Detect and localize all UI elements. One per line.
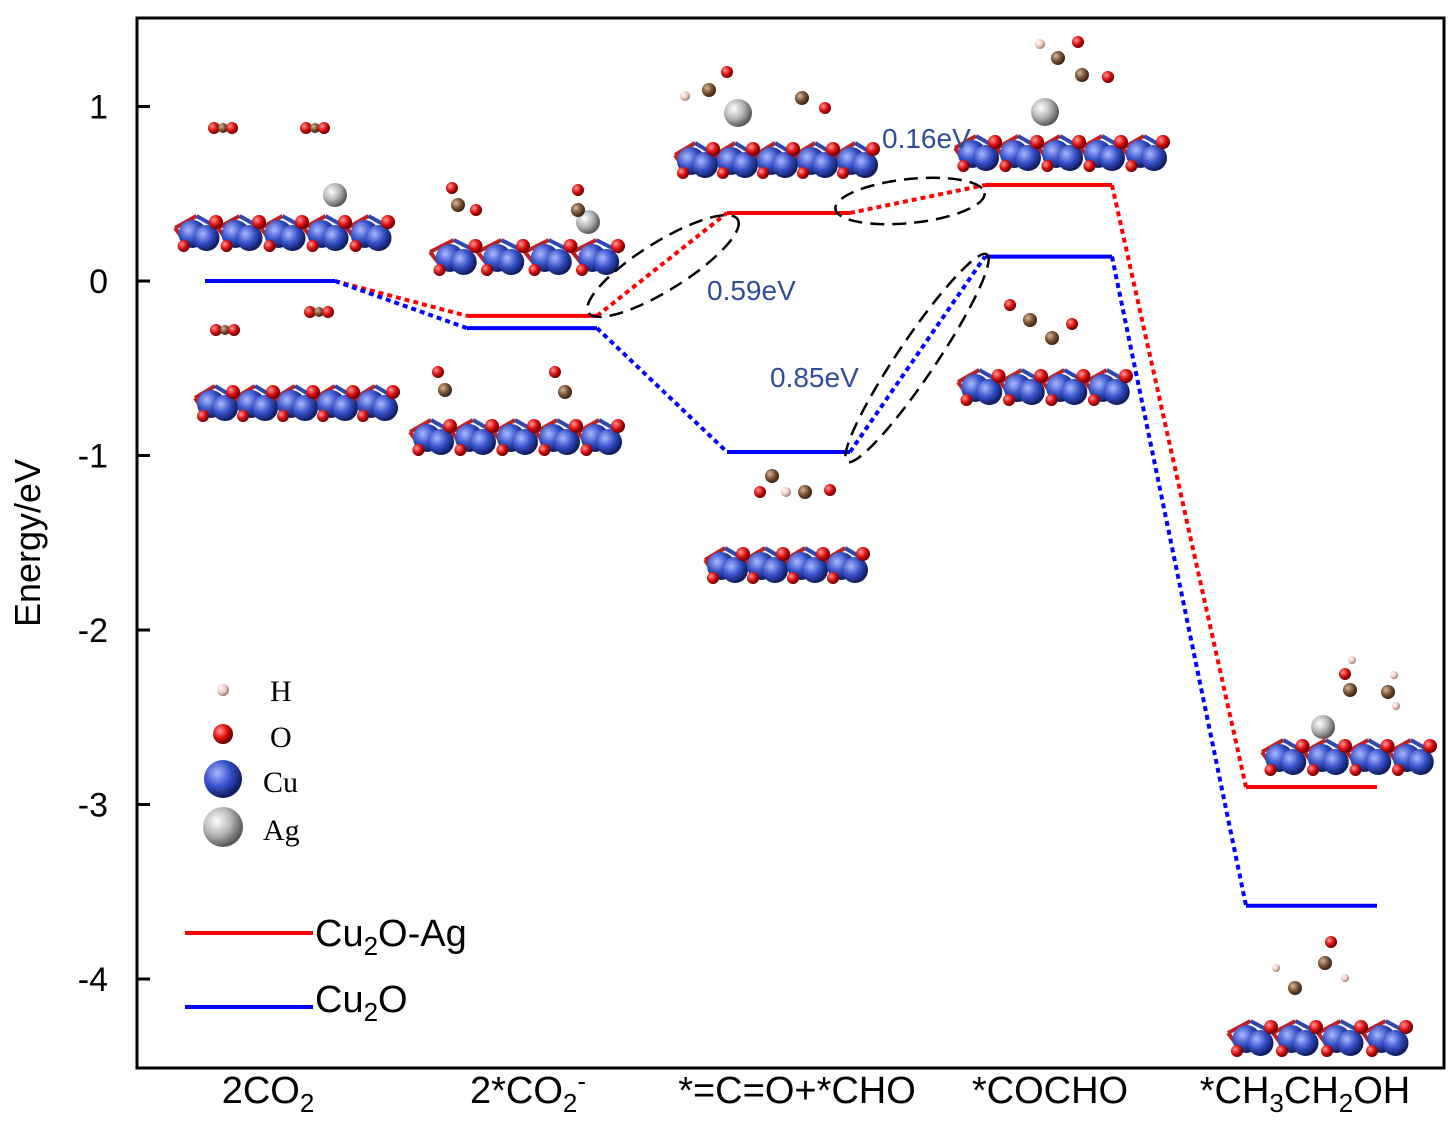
legend-label-cu2o-ag: Cu2O-Ag <box>315 913 467 961</box>
atom-legend-o-label: O <box>270 721 292 754</box>
structure-cocho-ag <box>953 36 1170 172</box>
y-axis-ticks: 1 0 -1 -2 -3 -4 <box>78 89 150 999</box>
y-tick-label: 1 <box>89 89 108 127</box>
structure-2co2minus-cu2o <box>408 366 625 456</box>
atom-legend-ag-icon <box>203 807 243 847</box>
barrier-label-3: 0.16eV <box>882 123 971 154</box>
energy-connector <box>334 279 468 330</box>
atom-legend-ag-label: Ag <box>263 814 300 847</box>
series-layer <box>205 183 1377 908</box>
molecular-structures <box>173 36 1437 1057</box>
x-category-label: *CH3CH2OH <box>1200 1070 1411 1118</box>
legend-label-cu2o: Cu2O <box>315 979 408 1027</box>
energy-connector <box>848 255 987 454</box>
y-tick-label: -3 <box>78 787 108 825</box>
ellipse-step-2-3 <box>586 213 740 319</box>
y-tick-label: -1 <box>78 438 108 476</box>
structure-co-cho-cu2o <box>703 469 870 584</box>
y-tick-label: 0 <box>89 263 108 301</box>
barrier-label-2: 0.85eV <box>770 362 859 393</box>
y-tick-label: -2 <box>78 612 108 650</box>
structure-2co2-ag <box>173 122 395 252</box>
atom-legend-h-label: H <box>270 675 292 708</box>
plot-frame <box>135 16 1446 1070</box>
structure-ethanol-ag <box>1260 656 1437 776</box>
x-category-label: *COCHO <box>972 1070 1128 1112</box>
series-legend: Cu2O-Ag Cu2O <box>185 913 467 1027</box>
atom-legend-cu-icon <box>204 760 242 798</box>
highlight-ellipses <box>586 176 990 464</box>
atom-legend-o-icon <box>213 724 233 744</box>
energy-connector <box>849 183 986 215</box>
ellipse-step-3-4-red <box>834 176 986 226</box>
energy-connector <box>1110 184 1248 788</box>
x-category-label: *=C=O+*CHO <box>678 1070 916 1112</box>
energy-connector <box>595 211 729 318</box>
x-axis-category-labels: 2CO2 2*CO2- *=C=O+*CHO *COCHO *CH3CH2OH <box>222 1066 1411 1118</box>
atom-legend-cu-label: Cu <box>263 766 298 799</box>
structure-2co2minus-ag <box>428 182 625 276</box>
structure-ethanol-cu2o <box>1226 936 1413 1057</box>
x-category-label: 2*CO2- <box>470 1066 586 1118</box>
structure-2co2-cu2o <box>193 306 400 422</box>
y-tick-label: -4 <box>78 961 108 999</box>
energy-connector <box>595 326 729 454</box>
atom-legend: H O Cu Ag <box>203 675 300 847</box>
series-cu2o <box>205 254 1377 908</box>
structure-co-cho-ag <box>673 66 880 179</box>
barrier-label-1: 0.59eV <box>707 275 796 306</box>
energy-connector <box>1110 256 1248 907</box>
y-axis-title: Energy/eV <box>7 459 48 627</box>
atom-legend-h-icon <box>217 684 229 696</box>
structure-cocho-cu2o <box>956 299 1133 406</box>
x-category-label: 2CO2 <box>222 1070 315 1118</box>
ellipse-step-3-4-blue <box>844 252 990 464</box>
